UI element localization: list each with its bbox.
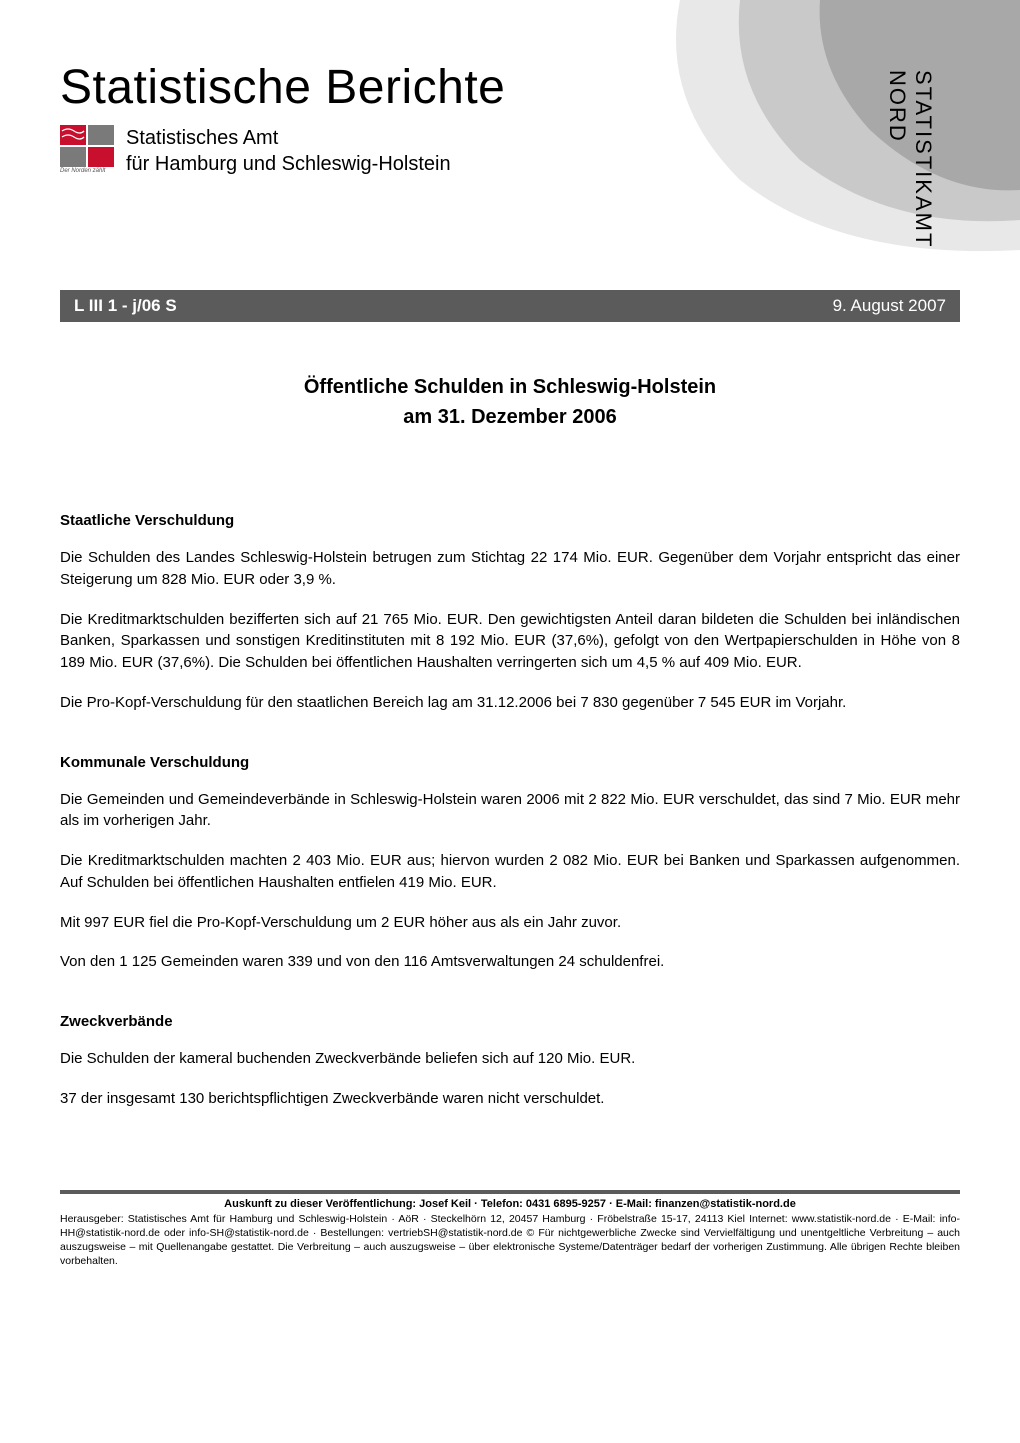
section-heading: Kommunale Verschuldung xyxy=(60,754,960,771)
agency-line2: für Hamburg und Schleswig-Holstein xyxy=(126,151,451,177)
report-title-line1: Öffentliche Schulden in Schleswig-Holste… xyxy=(60,372,960,402)
paragraph: Die Schulden der kameral buchenden Zweck… xyxy=(60,1048,960,1070)
document-date: 9. August 2007 xyxy=(833,296,946,316)
vertical-brand-label: STATISTIKAMT NORD xyxy=(884,70,936,290)
report-title-line2: am 31. Dezember 2006 xyxy=(60,402,960,432)
agency-name: Statistisches Amt für Hamburg und Schles… xyxy=(126,125,451,177)
paragraph: Die Kreditmarktschulden machten 2 403 Mi… xyxy=(60,850,960,894)
report-title: Öffentliche Schulden in Schleswig-Holste… xyxy=(60,372,960,432)
agency-line1: Statistisches Amt xyxy=(126,125,451,151)
document-code: L III 1 - j/06 S xyxy=(74,296,177,316)
paragraph: Die Schulden des Landes Schleswig-Holste… xyxy=(60,547,960,591)
agency-logo-icon: Der Norden zählt xyxy=(60,125,116,173)
svg-text:Der Norden zählt: Der Norden zählt xyxy=(60,168,106,173)
footer-fine-print: Herausgeber: Statistisches Amt für Hambu… xyxy=(60,1212,960,1269)
footer-divider xyxy=(60,1190,960,1194)
page-container: STATISTIKAMT NORD Statistische Berichte … xyxy=(0,0,1020,1308)
header-area: STATISTIKAMT NORD Statistische Berichte … xyxy=(60,60,960,290)
section-heading: Staatliche Verschuldung xyxy=(60,512,960,529)
paragraph: Mit 997 EUR fiel die Pro-Kopf-Verschuldu… xyxy=(60,912,960,934)
paragraph: Die Kreditmarktschulden bezifferten sich… xyxy=(60,609,960,674)
section-kommunale: Kommunale Verschuldung Die Gemeinden und… xyxy=(60,754,960,974)
corner-decoration xyxy=(600,0,1020,280)
section-zweckverbaende: Zweckverbände Die Schulden der kameral b… xyxy=(60,1013,960,1110)
paragraph: Von den 1 125 Gemeinden waren 339 und vo… xyxy=(60,951,960,973)
footer-contact-line: Auskunft zu dieser Veröffentlichung: Jos… xyxy=(60,1198,960,1210)
paragraph: Die Pro-Kopf-Verschuldung für den staatl… xyxy=(60,692,960,714)
sections-container: Staatliche Verschuldung Die Schulden des… xyxy=(60,512,960,1110)
footer: Auskunft zu dieser Veröffentlichung: Jos… xyxy=(60,1190,960,1269)
paragraph: 37 der insgesamt 130 berichtspflichtigen… xyxy=(60,1088,960,1110)
section-staatliche: Staatliche Verschuldung Die Schulden des… xyxy=(60,512,960,714)
document-code-bar: L III 1 - j/06 S 9. August 2007 xyxy=(60,290,960,322)
section-heading: Zweckverbände xyxy=(60,1013,960,1030)
paragraph: Die Gemeinden und Gemeindeverbände in Sc… xyxy=(60,789,960,833)
